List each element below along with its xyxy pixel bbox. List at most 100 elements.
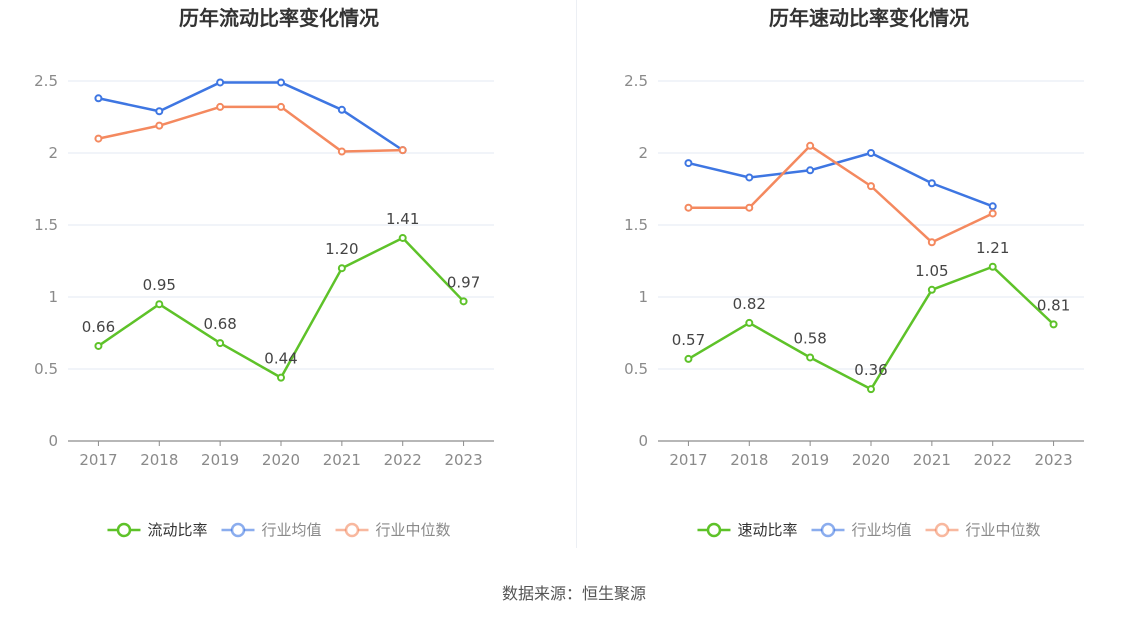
series-1-point[interactable] xyxy=(337,105,346,114)
legend-marker-icon xyxy=(934,522,950,538)
series-0-point[interactable] xyxy=(684,354,693,363)
series-0-point[interactable] xyxy=(927,285,936,294)
y-tick-label: 0.5 xyxy=(34,360,58,378)
series-2-point[interactable] xyxy=(806,141,815,150)
series-0-point[interactable] xyxy=(459,297,468,306)
data-label: 0.57 xyxy=(672,331,705,349)
series-1-point[interactable] xyxy=(94,94,103,103)
series-2-point[interactable] xyxy=(745,203,754,212)
legend-item[interactable]: 行业均值 xyxy=(221,521,322,539)
y-tick-label: 2 xyxy=(48,144,58,162)
series-1-point[interactable] xyxy=(927,179,936,188)
y-tick-label: 2 xyxy=(638,144,648,162)
x-tick-label: 2022 xyxy=(384,451,422,469)
legend-marker-icon xyxy=(706,522,722,538)
x-tick-label: 2023 xyxy=(444,451,482,469)
series-1-point[interactable] xyxy=(155,107,164,116)
data-source-note: 数据来源：恒生聚源 xyxy=(501,584,646,603)
quick-ratio-chart: 历年速动比率变化情况 0 0.5 1 1.5 2 2.5 2017 2018 2019 2020 20… xyxy=(624,6,1084,539)
series-2-point[interactable] xyxy=(988,209,997,218)
series-1-point[interactable] xyxy=(806,166,815,175)
legend-item[interactable]: 行业中位数 xyxy=(335,521,451,539)
series-0-point[interactable] xyxy=(94,341,103,350)
y-tick-label: 1.5 xyxy=(34,216,58,234)
legend-item[interactable]: 行业中位数 xyxy=(925,521,1041,539)
data-label: 0.44 xyxy=(264,350,297,368)
x-tick-label: 2018 xyxy=(730,451,768,469)
series-0-point[interactable] xyxy=(1049,320,1058,329)
legend-marker-icon xyxy=(116,522,132,538)
data-label: 0.97 xyxy=(447,273,480,291)
legend-label: 行业中位数 xyxy=(966,521,1041,539)
series-2-point[interactable] xyxy=(94,134,103,143)
series-0-point[interactable] xyxy=(806,353,815,362)
x-tick-label: 2020 xyxy=(852,451,890,469)
series-0-point[interactable] xyxy=(155,300,164,309)
x-tick-label: 2018 xyxy=(140,451,178,469)
series-0-point[interactable] xyxy=(867,385,875,394)
x-tick-label: 2021 xyxy=(913,451,951,469)
series-1-point[interactable] xyxy=(988,202,997,211)
series-2-point[interactable] xyxy=(155,121,164,130)
series-1-line xyxy=(98,81,404,152)
x-tick-label: 2017 xyxy=(79,451,117,469)
y-tick-label: 0 xyxy=(48,432,58,450)
legend-label: 流动比率 xyxy=(147,521,207,539)
legend-label: 行业中位数 xyxy=(376,521,451,539)
y-tick-label: 0 xyxy=(638,432,648,450)
series-2-point[interactable] xyxy=(398,146,407,155)
data-label: 0.66 xyxy=(82,318,115,336)
series-2-point[interactable] xyxy=(684,203,693,212)
data-label: 0.82 xyxy=(733,295,766,313)
series-1-point[interactable] xyxy=(277,78,285,87)
series-0-point[interactable] xyxy=(988,262,997,271)
x-tick-label: 2017 xyxy=(669,451,707,469)
series-2-point[interactable] xyxy=(337,147,346,156)
legend-item[interactable]: 行业均值 xyxy=(811,521,912,539)
series-2-point[interactable] xyxy=(216,102,225,111)
series-2-point[interactable] xyxy=(867,182,875,191)
y-tick-label: 1.5 xyxy=(624,216,648,234)
series-2-point[interactable] xyxy=(277,102,285,111)
data-label: 1.21 xyxy=(976,239,1009,257)
x-tick-label: 2019 xyxy=(791,451,829,469)
series-2-line xyxy=(688,144,994,244)
series-2-point[interactable] xyxy=(927,238,936,247)
data-label: 0.81 xyxy=(1037,296,1070,314)
legend-marker-icon xyxy=(230,522,246,538)
chart-title: 历年流动比率变化情况 xyxy=(179,6,379,30)
y-tick-label: 1 xyxy=(638,288,648,306)
series-1-point[interactable] xyxy=(684,159,693,168)
series-0-point[interactable] xyxy=(398,233,407,242)
legend-item[interactable]: 速动比率 xyxy=(697,521,797,539)
data-label: 1.20 xyxy=(325,240,358,258)
data-label: 1.41 xyxy=(386,210,419,228)
legend-label: 速动比率 xyxy=(737,521,797,539)
series-1-point[interactable] xyxy=(867,149,875,157)
legend-marker-icon xyxy=(820,522,836,538)
y-tick-label: 0.5 xyxy=(624,360,648,378)
data-label: 0.95 xyxy=(143,276,176,294)
data-label: 0.58 xyxy=(793,329,826,347)
series-1-point[interactable] xyxy=(745,173,754,182)
series-0-point[interactable] xyxy=(216,339,225,348)
x-tick-label: 2021 xyxy=(323,451,361,469)
data-label: 0.36 xyxy=(854,361,887,379)
series-0-point[interactable] xyxy=(337,264,346,273)
current-ratio-chart-panel: 历年流动比率变化情况 0 0.5 1 1.5 2 2.5 2017 2018 2019 2020 20… xyxy=(0,0,574,560)
x-tick-label: 2023 xyxy=(1034,451,1072,469)
x-tick-label: 2022 xyxy=(974,451,1012,469)
legend-marker-icon xyxy=(344,522,360,538)
series-1-point[interactable] xyxy=(216,78,225,87)
data-label: 0.68 xyxy=(203,315,236,333)
series-2-line xyxy=(98,105,403,153)
y-tick-label: 2.5 xyxy=(624,72,648,90)
quick-ratio-chart-panel: 历年速动比率变化情况 0 0.5 1 1.5 2 2.5 2017 2018 2019 2020 20… xyxy=(590,0,1148,560)
y-tick-label: 1 xyxy=(48,288,58,306)
legend-item[interactable]: 流动比率 xyxy=(107,521,207,539)
series-0-point[interactable] xyxy=(745,318,754,327)
series-0-point[interactable] xyxy=(277,373,285,382)
data-label: 1.05 xyxy=(915,262,948,280)
panel-divider xyxy=(576,0,577,548)
legend-label: 行业均值 xyxy=(261,521,321,539)
